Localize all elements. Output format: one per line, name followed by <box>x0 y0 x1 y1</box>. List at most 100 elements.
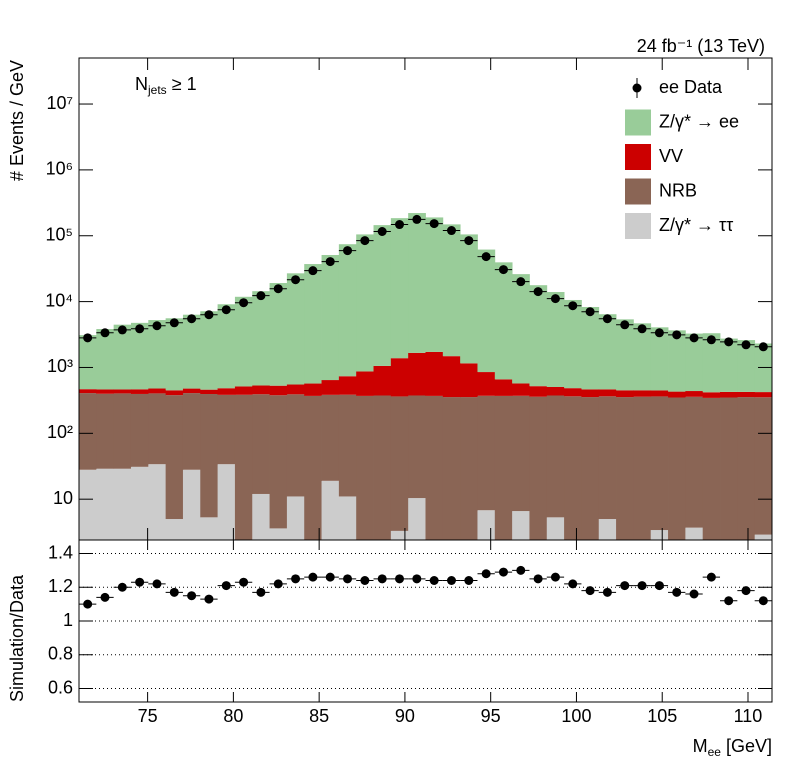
x-tick-label: 75 <box>138 706 158 726</box>
ratio-point <box>256 587 266 597</box>
data-point <box>100 328 110 338</box>
stack-bar <box>321 254 340 381</box>
stack-bar <box>685 527 704 540</box>
stack-bar <box>338 394 357 497</box>
legend-label: Z/γ* → ττ <box>659 215 733 235</box>
ratio-y-axis-title: Simulation/Data <box>7 574 27 702</box>
x-tick-label: 105 <box>647 706 677 726</box>
data-point <box>620 320 630 330</box>
stack-bar <box>702 397 721 540</box>
ratio-point <box>758 596 768 606</box>
legend-swatch <box>625 144 651 170</box>
data-point <box>689 333 699 343</box>
stack-bar <box>425 217 444 352</box>
ratio-point <box>464 576 474 585</box>
data-point <box>377 227 387 237</box>
stack-bar <box>234 296 253 387</box>
ratio-point <box>498 567 508 577</box>
stack-bar <box>96 468 115 540</box>
data-point <box>446 226 456 236</box>
stack-bar <box>286 384 305 395</box>
lumi-label: 24 fb⁻¹ (13 TeV) <box>637 36 765 56</box>
stack-bar <box>200 517 218 540</box>
stack-bar <box>113 389 132 394</box>
x-tick-label: 80 <box>223 706 243 726</box>
data-point <box>533 287 543 297</box>
stack-bar <box>217 304 236 389</box>
stack-bar <box>737 340 756 392</box>
stack-bar <box>616 390 634 398</box>
stack-bar <box>616 397 634 540</box>
y-tick-label: 1.4 <box>48 542 73 562</box>
stack-bar <box>512 383 530 396</box>
ratio-point <box>724 596 734 606</box>
ratio-point <box>429 576 439 585</box>
selection-sub: jets <box>147 83 167 97</box>
ratio-point <box>706 572 716 582</box>
stack-bar <box>408 352 426 396</box>
stack-bar <box>338 376 357 395</box>
stack-bar <box>252 493 270 540</box>
stack-bar <box>304 383 322 396</box>
stack-bar <box>460 234 478 364</box>
stack-bar <box>754 534 772 540</box>
stack-bar <box>685 391 704 397</box>
legend-label: ee Data <box>659 77 723 97</box>
ratio-point <box>550 572 560 582</box>
ratio-point <box>221 581 231 591</box>
ratio-point <box>204 594 214 604</box>
ratio-point <box>308 572 318 582</box>
data-point <box>117 325 127 335</box>
data-point <box>187 314 197 324</box>
legend-swatch <box>625 109 651 136</box>
stack-bar <box>737 397 756 540</box>
stack-bar <box>113 468 132 540</box>
x-tick-label: 85 <box>309 706 329 726</box>
data-point <box>654 328 664 338</box>
stack-bar <box>512 274 530 384</box>
stack-bar <box>182 393 201 470</box>
stack-bar <box>546 517 565 540</box>
stack-bar <box>321 480 340 540</box>
stack-bar <box>234 386 253 395</box>
data-point <box>343 246 353 256</box>
selection-rest: ≥ 1 <box>167 74 197 94</box>
stack-bar <box>165 390 184 396</box>
data-point <box>395 220 405 230</box>
stack-bar <box>217 394 236 465</box>
stack-bar <box>650 327 669 391</box>
ratio-point <box>325 572 335 582</box>
stack-bar <box>685 396 704 528</box>
legend: ee Data Z/γ* → ee VV NRB Z/γ* → ττ <box>625 77 739 239</box>
data-point <box>568 301 578 311</box>
stack-bar <box>200 394 218 518</box>
stack-bar <box>408 213 426 353</box>
stack-bar <box>650 530 669 540</box>
stack-bar <box>529 386 548 397</box>
stack-bar <box>234 394 253 540</box>
stack-bar <box>633 396 652 540</box>
stack-bar <box>252 394 270 494</box>
data-point <box>585 307 595 317</box>
stack-bar <box>148 393 167 465</box>
stack-bar <box>720 391 738 398</box>
data-point <box>672 330 682 340</box>
stack-bar <box>130 466 149 540</box>
ratio-point <box>481 569 491 579</box>
ratio-point <box>585 586 595 596</box>
stack-bar <box>130 322 149 390</box>
ratio-point <box>169 587 179 597</box>
stack-bar <box>720 397 738 540</box>
stack-bar <box>113 324 132 390</box>
stack-bar <box>356 371 374 396</box>
stack-bar <box>269 528 288 540</box>
stack-bar <box>529 396 548 540</box>
y-axis-title: # Events / GeV <box>7 60 27 181</box>
data-point <box>83 333 93 343</box>
stack-bar <box>408 395 426 499</box>
ratio-point <box>100 592 110 602</box>
x-tick-label: 100 <box>561 706 591 726</box>
stack-bar <box>702 333 721 393</box>
data-point <box>741 340 751 350</box>
